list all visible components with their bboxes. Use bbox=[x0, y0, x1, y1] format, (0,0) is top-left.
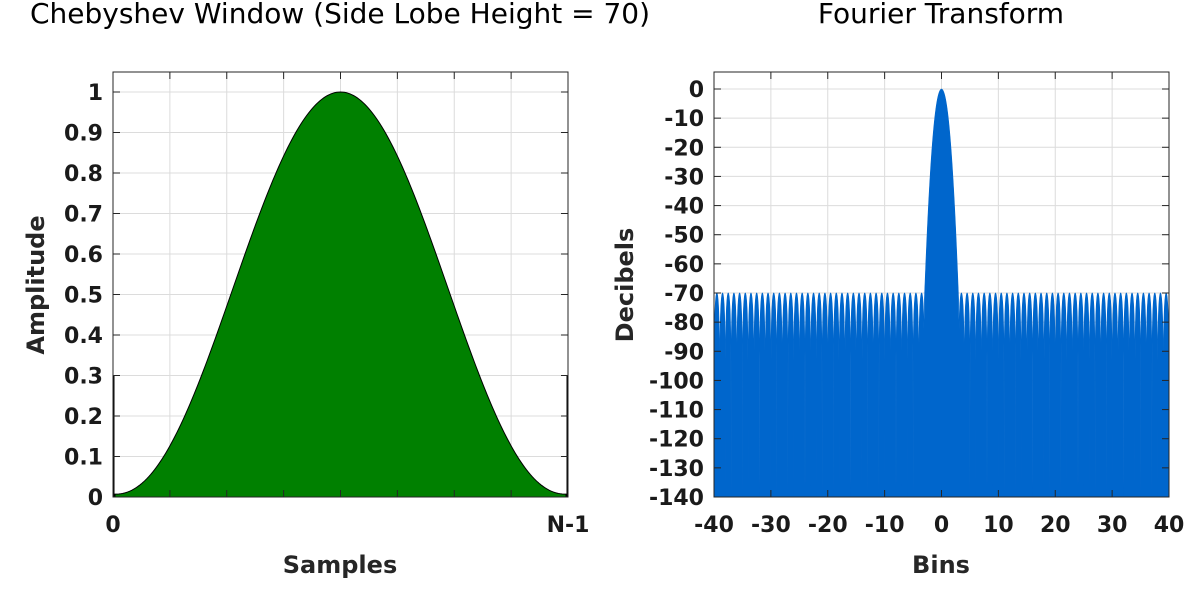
y-tick-label: 0.2 bbox=[64, 405, 103, 430]
x-axis-label: Bins bbox=[912, 551, 970, 579]
y-tick-label: 0.1 bbox=[64, 446, 103, 471]
y-tick-labels: 0 0.1 0.2 0.3 0.4 0.5 0.6 0.7 0.8 0.9 1 bbox=[64, 81, 103, 511]
x-tick-label: 0 bbox=[105, 513, 120, 538]
y-tick-label: -70 bbox=[664, 282, 704, 307]
tick-marks bbox=[112, 72, 569, 498]
y-tick-label: -60 bbox=[664, 253, 704, 278]
x-tick-labels: -40 -30 -20 -10 0 10 20 30 40 bbox=[694, 513, 1184, 538]
tick-marks bbox=[713, 72, 1170, 498]
y-tick-label: 0 bbox=[689, 78, 704, 103]
x-tick-label: -10 bbox=[865, 513, 905, 538]
y-tick-label: -30 bbox=[664, 165, 704, 190]
x-tick-label: 10 bbox=[983, 513, 1014, 538]
chebyshev-window-chart: Chebyshev Window (Side Lobe Height = 70)… bbox=[22, 0, 650, 579]
fourier-transform-chart: Fourier Transform 0 -10 -20 -30 -40 -50 -60 -70… bbox=[611, 0, 1184, 579]
chart-title: Fourier Transform bbox=[818, 0, 1064, 30]
x-tick-label: 30 bbox=[1097, 513, 1128, 538]
x-tick-label: -40 bbox=[694, 513, 734, 538]
y-tick-label: 0 bbox=[88, 486, 103, 511]
y-tick-label: 1 bbox=[88, 81, 103, 106]
y-tick-label: 0.3 bbox=[64, 365, 103, 390]
y-tick-label: 0.7 bbox=[64, 203, 103, 228]
y-tick-label: -20 bbox=[664, 136, 704, 161]
y-tick-label: 0.5 bbox=[64, 284, 103, 309]
x-axis-label: Samples bbox=[283, 551, 397, 579]
chart-title: Chebyshev Window (Side Lobe Height = 70) bbox=[30, 0, 650, 30]
y-tick-label: -140 bbox=[649, 486, 704, 511]
y-tick-label: 0.9 bbox=[64, 122, 103, 147]
x-tick-label: N-1 bbox=[547, 513, 590, 538]
y-tick-label: 0.6 bbox=[64, 243, 103, 268]
x-tick-labels: 0 N-1 bbox=[105, 513, 589, 538]
spectrum-area bbox=[713, 88, 1170, 498]
y-tick-label: -110 bbox=[649, 399, 704, 424]
y-tick-label: -80 bbox=[664, 311, 704, 336]
y-tick-label: -10 bbox=[664, 107, 704, 132]
x-tick-label: -20 bbox=[808, 513, 848, 538]
y-tick-label: -100 bbox=[649, 369, 704, 394]
y-tick-label: -50 bbox=[664, 224, 704, 249]
x-tick-label: -30 bbox=[751, 513, 791, 538]
y-tick-label: -90 bbox=[664, 340, 704, 365]
y-axis-label: Decibels bbox=[611, 228, 639, 343]
y-tick-label: 0.8 bbox=[64, 162, 103, 187]
x-tick-label: 20 bbox=[1040, 513, 1071, 538]
window-area bbox=[114, 91, 567, 498]
x-tick-label: 40 bbox=[1154, 513, 1185, 538]
x-tick-label: 0 bbox=[934, 513, 949, 538]
y-tick-label: 0.4 bbox=[64, 324, 103, 349]
y-tick-label: -120 bbox=[649, 428, 704, 453]
y-tick-labels: 0 -10 -20 -30 -40 -50 -60 -70 -80 -90 -100 -110 -120… bbox=[649, 78, 704, 511]
y-tick-label: -130 bbox=[649, 457, 704, 482]
y-tick-label: -40 bbox=[664, 195, 704, 220]
y-axis-label: Amplitude bbox=[22, 215, 50, 354]
